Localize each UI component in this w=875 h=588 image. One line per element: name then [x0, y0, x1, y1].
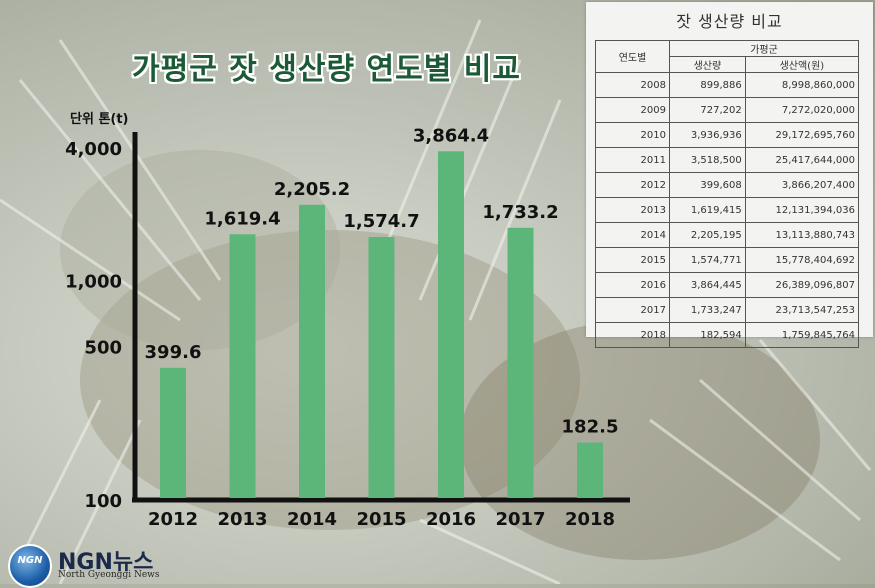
- table-header-amount: 생산액(원): [744, 56, 860, 73]
- logo-name: NGN뉴스: [58, 550, 154, 575]
- table-row: 2015 1,574,771 15,778,404,692: [595, 247, 860, 273]
- table-row: 2014 2,205,195 13,113,880,743: [595, 222, 860, 248]
- logo-badge-text: NGN: [17, 555, 43, 566]
- table-cell-amount: 13,113,880,743: [744, 222, 860, 248]
- table-cell-qty: 2,205,195: [669, 222, 746, 248]
- bar-2013: [229, 234, 256, 499]
- table-row: 2011 3,518,500 25,417,644,000: [595, 147, 860, 173]
- bar-2015: [368, 236, 395, 498]
- y-axis-unit-label: 단위 톤(t): [70, 112, 129, 127]
- table-cell-qty: 3,518,500: [669, 147, 746, 173]
- table-cell-year: 2010: [595, 122, 670, 148]
- table-cell-amount: 7,272,020,000: [744, 97, 860, 123]
- table-title: 잣 생산량 비교: [676, 12, 783, 31]
- globe-icon: [8, 544, 52, 588]
- table-cell-amount: 29,172,695,760: [744, 122, 860, 148]
- table-cell-qty: 1,733,247: [669, 297, 746, 323]
- table-header-year: 연도별: [595, 40, 670, 73]
- table-cell-year: 2013: [595, 197, 670, 223]
- table-cell-amount: 25,417,644,000: [744, 147, 860, 173]
- table-cell-qty: 3,864,445: [669, 272, 746, 298]
- table-cell-qty: 1,619,415: [669, 197, 746, 223]
- y-tick-label: 500: [84, 337, 122, 358]
- table-header-qty: 생산량: [669, 56, 746, 73]
- table-row: 2010 3,936,936 29,172,695,760: [595, 122, 860, 148]
- table-header-group: 가평군: [669, 40, 859, 57]
- table-row: 2009 727,202 7,272,020,000: [595, 97, 860, 123]
- table-row: 2017 1,733,247 23,713,547,253: [595, 297, 860, 323]
- table-cell-year: 2016: [595, 272, 670, 298]
- x-tick-label-2014: 2014: [287, 509, 337, 530]
- logo-subtitle: North Gyeonggi News: [58, 570, 160, 580]
- y-tick-label: 4,000: [65, 139, 122, 160]
- table-row: 2016 3,864,445 26,389,096,807: [595, 272, 860, 298]
- table-cell-amount: 23,713,547,253: [744, 297, 860, 323]
- table-cell-year: 2008: [595, 72, 670, 98]
- table-cell-amount: 3,866,207,400: [744, 172, 860, 198]
- value-label-2013: 1,619.4: [204, 208, 280, 229]
- table-cell-qty: 399,608: [669, 172, 746, 198]
- x-tick-label-2017: 2017: [495, 509, 545, 530]
- table-cell-qty: 1,574,771: [669, 247, 746, 273]
- table-row: 2013 1,619,415 12,131,394,036: [595, 197, 860, 223]
- value-label-2017: 1,733.2: [482, 202, 558, 223]
- x-tick-label-2016: 2016: [426, 509, 476, 530]
- x-tick-label-2013: 2013: [217, 509, 267, 530]
- bar-2012: [160, 367, 186, 498]
- table-cell-year: 2017: [595, 297, 670, 323]
- y-tick-label: 1,000: [65, 271, 122, 292]
- bar-2017: [507, 227, 534, 498]
- table-cell-amount: 1,759,845,764: [744, 322, 860, 348]
- production-table-photo: 잣 생산량 비교 연도별 가평군 생산량 생산액(원) 2008 899,886 8…: [586, 2, 873, 348]
- ngn-logo: NGN NGN뉴스 North Gyeonggi News: [8, 542, 168, 588]
- value-label-2015: 1,574.7: [343, 211, 419, 232]
- x-tick-label-2012: 2012: [148, 509, 198, 530]
- table-row: 2012 399,608 3,866,207,400: [595, 172, 860, 198]
- table-cell-year: 2014: [595, 222, 670, 248]
- table-cell-qty: 899,886: [669, 72, 746, 98]
- y-tick-label: 100: [84, 491, 122, 512]
- table-cell-year: 2018: [595, 322, 670, 348]
- bar-2016: [438, 151, 464, 499]
- value-label-2012: 399.6: [145, 342, 202, 363]
- chart-title: 가평군 잣 생산량 연도별 비교: [132, 52, 521, 87]
- table-cell-qty: 727,202: [669, 97, 746, 123]
- x-tick-label-2018: 2018: [565, 509, 615, 530]
- value-label-2014: 2,205.2: [274, 179, 350, 200]
- table-cell-amount: 15,778,404,692: [744, 247, 860, 273]
- table-row: 2018 182,594 1,759,845,764: [595, 322, 860, 348]
- table-cell-amount: 26,389,096,807: [744, 272, 860, 298]
- table-row: 2008 899,886 8,998,860,000: [595, 72, 860, 98]
- table-cell-year: 2012: [595, 172, 670, 198]
- bar-2018: [577, 442, 603, 498]
- table-cell-year: 2015: [595, 247, 670, 273]
- table-cell-amount: 12,131,394,036: [744, 197, 860, 223]
- bar-2014: [299, 204, 325, 499]
- value-label-2016: 3,864.4: [413, 125, 489, 146]
- x-tick-label-2015: 2015: [356, 509, 406, 530]
- table-cell-qty: 3,936,936: [669, 122, 746, 148]
- value-label-2018: 182.5: [562, 417, 619, 438]
- production-table: 연도별 가평군 생산량 생산액(원) 2008 899,886 8,998,860,…: [595, 40, 860, 348]
- table-cell-year: 2009: [595, 97, 670, 123]
- table-cell-qty: 182,594: [669, 322, 746, 348]
- table-cell-year: 2011: [595, 147, 670, 173]
- table-cell-amount: 8,998,860,000: [744, 72, 860, 98]
